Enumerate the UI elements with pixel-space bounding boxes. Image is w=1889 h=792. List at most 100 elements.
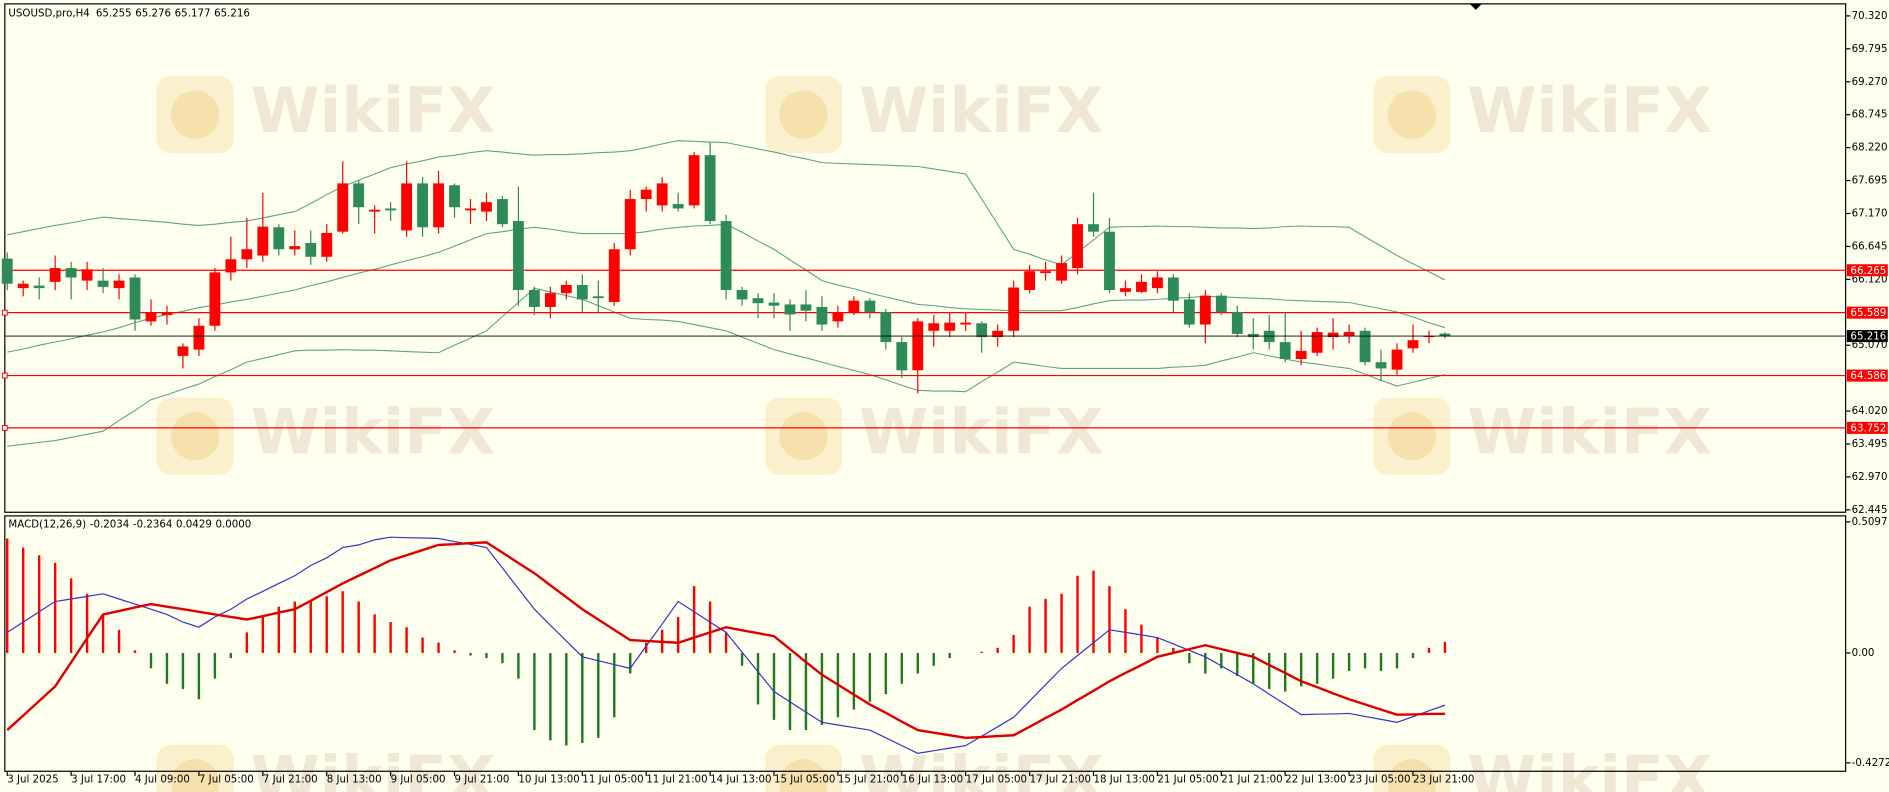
- candle-body: [1311, 332, 1323, 353]
- x-tick-label: 14 Jul 13:00: [710, 774, 771, 786]
- x-tick-label: 11 Jul 21:00: [646, 774, 707, 786]
- indicator-line: [6, 541, 1445, 739]
- level-label: 63.752: [1850, 422, 1886, 434]
- symbol-status: USOUSD,pro,H4 65.255 65.276 65.177 65.216: [8, 8, 249, 20]
- x-tick-label: 10 Jul 13:00: [518, 774, 579, 786]
- watermark-logo-mark: [779, 90, 828, 139]
- level-label-bg: [1846, 369, 1888, 382]
- macd-signal: -0.2364: [133, 518, 173, 530]
- candle-body: [544, 293, 556, 307]
- candle-body: [113, 280, 125, 289]
- watermark-text: WikiFX: [1467, 74, 1712, 147]
- candle-body: [353, 183, 365, 208]
- candle-body: [512, 221, 524, 291]
- candle-body: [992, 330, 1004, 338]
- watermark-logo-mark: [1387, 759, 1437, 792]
- x-tick-label: 9 Jul 21:00: [455, 774, 510, 786]
- macd-title: MACD(12,26,9): [8, 518, 86, 530]
- candle-body: [497, 199, 508, 225]
- candle-body: [960, 322, 972, 325]
- current-price-bg: [1846, 330, 1888, 343]
- candle-body: [241, 249, 253, 260]
- current-price-label: 65.216: [1850, 331, 1886, 343]
- candle-body: [672, 204, 684, 209]
- watermark-logo-mark: [779, 759, 828, 792]
- candle-body: [736, 290, 748, 300]
- candle-body: [704, 155, 716, 222]
- candle-body: [976, 323, 988, 338]
- y-tick-label: 66.120: [1852, 273, 1888, 285]
- watermark-logo-mark: [1387, 412, 1437, 461]
- y-tick-label: 64.020: [1852, 405, 1888, 417]
- candle-body: [1439, 333, 1451, 337]
- candle-body: [1088, 224, 1099, 232]
- ohlc-low: 65.177: [175, 8, 211, 20]
- y-tick-label: 0.00: [1852, 647, 1875, 659]
- candle-body: [688, 155, 700, 206]
- y-tick-label: 67.170: [1852, 207, 1888, 219]
- macd-status: MACD(12,26,9) -0.2034 -0.2364 0.0429 0.0000: [8, 518, 251, 530]
- watermark-text: WikiFX: [251, 742, 496, 792]
- candle-body: [433, 183, 444, 228]
- candle-body: [305, 242, 317, 257]
- shift-marker: [1469, 3, 1482, 10]
- candle-body: [1, 258, 13, 284]
- level-label-bg: [1846, 264, 1888, 277]
- candle-body: [209, 272, 221, 326]
- indicator-line: [7, 287, 1446, 447]
- candle-body: [81, 269, 93, 281]
- candle-body: [896, 342, 908, 371]
- y-tick-label: 70.320: [1852, 10, 1888, 22]
- candle-body: [1167, 277, 1179, 301]
- level-marker: [1, 372, 8, 379]
- candle-body: [944, 322, 956, 331]
- y-tick-label: 68.220: [1852, 142, 1888, 154]
- candle-body: [720, 221, 732, 291]
- candle-body: [97, 280, 109, 287]
- ohlc-open: 65.255: [96, 8, 132, 20]
- watermark-layer: WikiFX WikiFX WikiFX WikiFX WikiFX WikiFX Wiki…: [156, 74, 1712, 792]
- x-tick-label: 3 Jul 2025: [7, 774, 58, 786]
- candle-body: [401, 183, 413, 231]
- candle-body: [257, 226, 269, 256]
- candle-body: [768, 302, 780, 306]
- candle-body: [1343, 332, 1355, 336]
- watermark-text: WikiFX: [251, 74, 496, 147]
- candle-body: [1375, 362, 1387, 369]
- candle-body: [129, 277, 141, 320]
- watermark-logo-mark: [171, 90, 220, 139]
- watermark-logo-mark: [1387, 90, 1437, 139]
- candle-body: [385, 208, 397, 211]
- x-tick-label: 8 Jul 13:00: [327, 774, 382, 786]
- x-tick-label: 21 Jul 05:00: [1157, 774, 1218, 786]
- watermark-text: WikiFX: [859, 74, 1104, 147]
- candle-body: [1359, 330, 1371, 363]
- watermark-text: WikiFX: [1467, 395, 1712, 468]
- candle-body: [145, 311, 157, 322]
- y-tick-label: 62.970: [1852, 471, 1888, 483]
- y-tick-label: 63.495: [1852, 438, 1888, 450]
- x-tick-label: 17 Jul 05:00: [966, 774, 1027, 786]
- x-tick-label: 7 Jul 05:00: [199, 774, 254, 786]
- candle-body: [193, 325, 205, 350]
- candle-body: [1072, 224, 1083, 269]
- candle-body: [864, 300, 876, 312]
- ohlc-close: 65.216: [214, 8, 250, 20]
- watermark-text: WikiFX: [1467, 742, 1712, 792]
- level-label-bg: [1846, 421, 1888, 434]
- candle-body: [1199, 295, 1211, 325]
- macd-extra: 0.0000: [215, 518, 251, 530]
- x-tick-label: 16 Jul 13:00: [902, 774, 963, 786]
- x-tick-label: 11 Jul 05:00: [582, 774, 643, 786]
- level-label: 64.586: [1850, 370, 1886, 382]
- candle-body: [1295, 350, 1307, 360]
- candle-body: [49, 268, 61, 282]
- candle-body: [161, 311, 173, 316]
- candle-body: [880, 311, 892, 343]
- candle-body: [1120, 288, 1131, 292]
- ohlc-high: 65.276: [135, 8, 171, 20]
- y-tick-label: -0.4272: [1852, 757, 1889, 769]
- y-tick-label: 0.5097: [1852, 516, 1888, 528]
